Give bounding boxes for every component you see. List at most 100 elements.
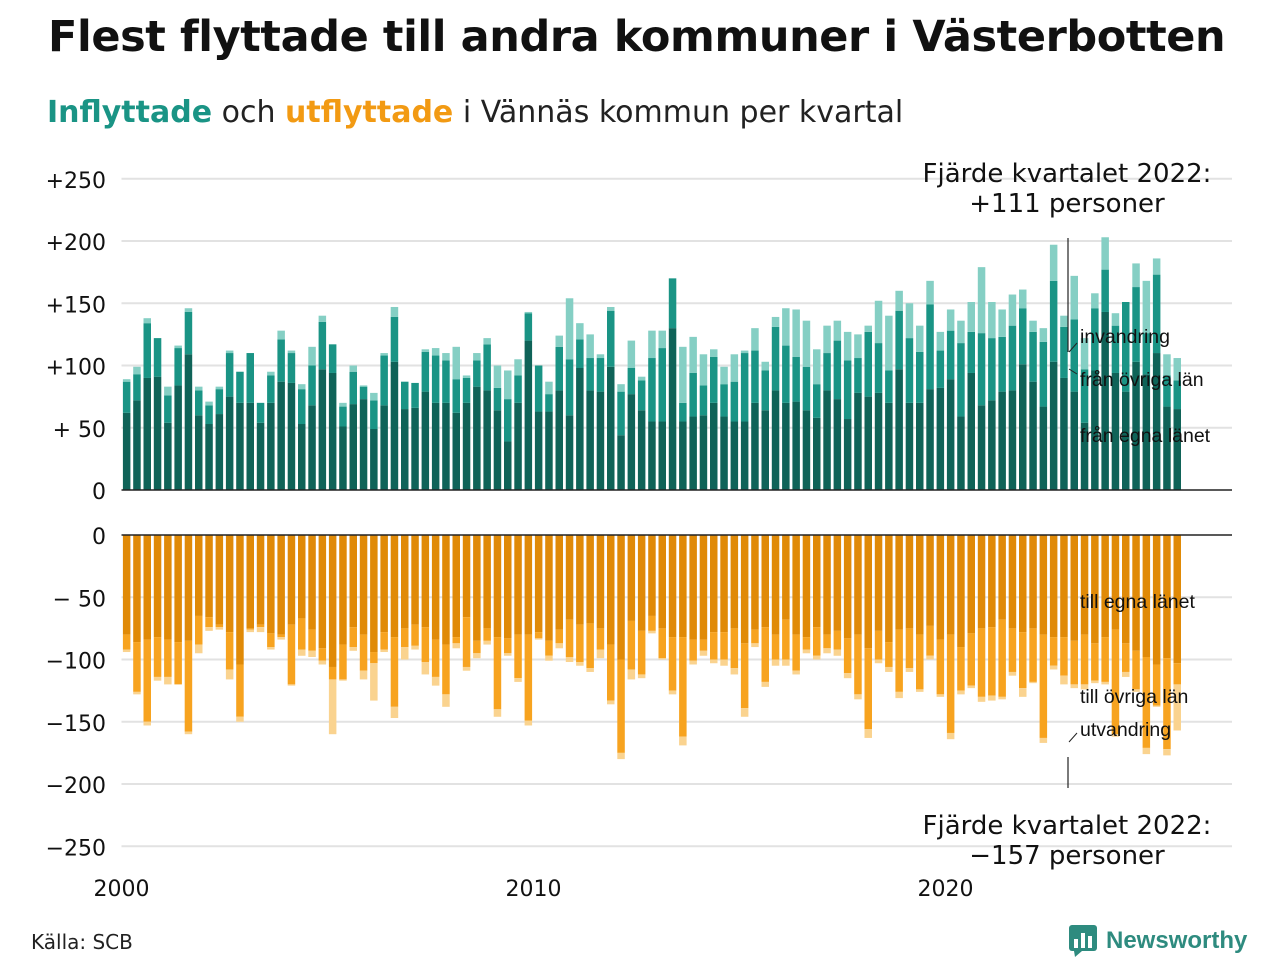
outflow-bar-segment	[277, 535, 285, 635]
outflow-bar-segment	[885, 642, 893, 667]
inflow-bar-segment	[514, 375, 522, 403]
inflow-bar-segment	[586, 334, 594, 359]
top-callout-line1: Fjärde kvartalet 2022:	[923, 159, 1212, 189]
outflow-bar-segment	[905, 535, 914, 629]
outflow-bar-segment	[1070, 535, 1078, 641]
outflow-bar-segment	[843, 535, 852, 639]
outflow-bar-segment	[1173, 663, 1181, 685]
outflow-bar-segment	[122, 535, 131, 635]
inflow-bar-segment	[565, 415, 574, 490]
outflow-bar-segment	[854, 694, 862, 700]
inflow-bar-segment	[370, 429, 378, 491]
outflow-bar-segment	[225, 669, 234, 680]
inflow-bar-segment	[895, 369, 903, 491]
outflow-bar-segment	[710, 632, 718, 660]
outflow-bar-segment	[977, 628, 986, 697]
outflow-bar-segment	[751, 629, 759, 644]
outflow-bar-segment	[339, 679, 347, 681]
inflow-bar-segment	[493, 387, 502, 411]
inflow-bar-segment	[514, 402, 522, 490]
outflow-bar-segment	[174, 535, 182, 643]
outflow-bar-segment	[1060, 675, 1068, 685]
inflow-bar-segment	[174, 385, 182, 490]
outflow-bar-segment	[483, 628, 491, 641]
brand-logo[interactable]: Newsworthy	[1068, 924, 1247, 958]
inflow-bar-segment	[988, 338, 996, 401]
inflow-bar-segment	[607, 366, 615, 491]
y-tick-label: +200	[46, 231, 106, 256]
inflow-bar-segment	[617, 435, 625, 490]
inflow-bar-segment	[977, 333, 986, 406]
inflow-bar-segment	[1049, 361, 1058, 490]
inflow-bar-segment	[679, 421, 687, 490]
inflow-bar-segment	[576, 367, 584, 490]
outflow-series-label: utvandring	[1080, 719, 1171, 741]
y-tick-label: +250	[46, 169, 106, 194]
inflow-bar-segment	[133, 374, 141, 401]
inflow-bar-segment	[977, 405, 986, 490]
inflow-bar-segment	[555, 335, 563, 347]
inflow-bar-segment	[1173, 358, 1181, 381]
inflow-bar-segment	[1008, 294, 1017, 326]
inflow-bar-segment	[133, 400, 141, 490]
chart-title: Flest flyttade till andra kommuner i Väs…	[48, 12, 1226, 62]
outflow-bar-segment	[699, 639, 708, 651]
inflow-bar-segment	[1111, 313, 1120, 326]
inflow-bar-segment	[637, 410, 646, 490]
y-tick-label: −150	[46, 712, 106, 737]
outflow-bar-segment	[1101, 535, 1109, 638]
outflow-bar-segment	[864, 648, 872, 730]
inflow-bar-segment	[504, 399, 512, 442]
inflow-series-label: invandring	[1080, 326, 1170, 348]
outflow-bar-segment	[267, 647, 275, 650]
inflow-bar-segment	[740, 353, 749, 422]
inflow-bar-segment	[864, 325, 872, 332]
inflow-bar-segment	[143, 377, 151, 490]
outflow-bar-segment	[854, 535, 862, 635]
inflow-bar-segment	[668, 278, 677, 329]
inflow-bar-segment	[761, 410, 769, 490]
outflow-bar-segment	[823, 648, 831, 654]
chart-annotations: Fjärde kvartalet 2022:+111 personerFjärd…	[923, 159, 1212, 871]
inflow-bar-segment	[236, 371, 244, 403]
outflow-bar-segment	[267, 633, 275, 648]
inflow-bar-segment	[401, 409, 409, 490]
inflow-bar-segment	[854, 358, 862, 393]
subtitle-outflow-label: utflyttade	[285, 95, 454, 130]
outflow-bar-segment	[225, 535, 234, 633]
inflow-bar-segment	[143, 323, 151, 378]
outflow-bar-segment	[1049, 535, 1058, 638]
outflow-bar-segment	[308, 650, 316, 658]
outflow-bar-segment	[308, 535, 316, 630]
inflow-bar-segment	[1101, 311, 1109, 490]
inflow-bar-segment	[710, 402, 718, 490]
outflow-bar-segment	[205, 617, 213, 628]
outflow-bar-segment	[823, 634, 831, 649]
outflow-bar-segment	[895, 535, 903, 630]
outflow-bar-segment	[823, 535, 831, 635]
outflow-bar-segment	[298, 649, 306, 656]
inflow-bar-segment	[751, 402, 759, 490]
inflow-bar-segment	[730, 381, 739, 422]
inflow-bar-segment	[885, 315, 893, 371]
inflow-bar-segment	[720, 366, 728, 385]
outflow-bar-segment	[977, 696, 986, 702]
outflow-bar-segment	[699, 650, 708, 656]
inflow-bar-segment	[555, 390, 563, 490]
inflow-bar-segment	[689, 416, 697, 490]
outflow-bar-segment	[256, 627, 265, 633]
inflow-bar-segment	[1142, 374, 1151, 490]
outflow-bar-segment	[287, 624, 296, 685]
inflow-bar-segment	[370, 400, 378, 429]
inflow-bar-segment	[802, 320, 811, 367]
inflow-bar-segment	[946, 309, 955, 331]
outflow-bar-segment	[534, 535, 543, 633]
outflow-bar-segment	[431, 676, 440, 686]
outflow-bar-segment	[596, 649, 605, 659]
outflow-bar-segment	[380, 632, 388, 650]
inflow-bar-segment	[967, 331, 975, 373]
inflow-bar-segment	[534, 411, 543, 490]
inflow-bar-segment	[998, 309, 1006, 337]
outflow-bar-segment	[390, 535, 399, 638]
inflow-bar-segment	[359, 386, 368, 400]
